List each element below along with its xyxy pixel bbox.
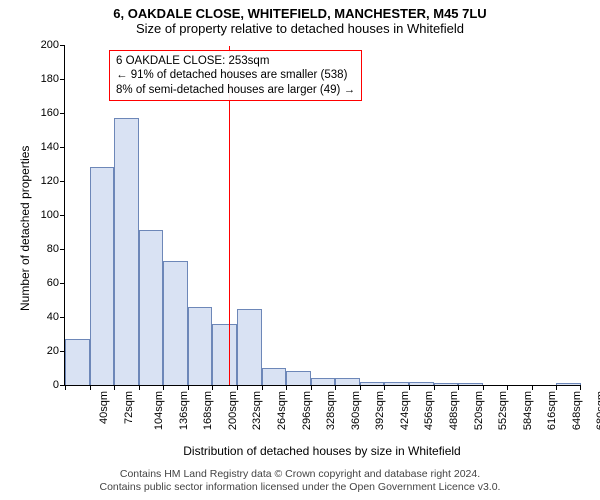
histogram-bar xyxy=(434,383,459,385)
ytick-label: 120 xyxy=(41,175,65,187)
histogram-bar xyxy=(335,378,360,385)
histogram-bar xyxy=(237,309,262,386)
ytick-label: 60 xyxy=(47,277,65,289)
xtick-label: 296sqm xyxy=(301,385,313,430)
annotation-line: 8% of semi-detached houses are larger (4… xyxy=(116,83,355,97)
histogram-bar xyxy=(114,118,139,385)
xtick-label: 200sqm xyxy=(227,385,239,430)
xtick-mark xyxy=(458,385,459,390)
xtick-label: 616sqm xyxy=(546,385,558,430)
xtick-label: 392sqm xyxy=(374,385,386,430)
xtick-mark xyxy=(483,385,484,390)
plot-region: 02040608010012014016018020040sqm72sqm104… xyxy=(64,46,580,386)
xtick-mark xyxy=(580,385,581,390)
xtick-label: 488sqm xyxy=(448,385,460,430)
histogram-bar xyxy=(262,368,287,385)
xtick-mark xyxy=(311,385,312,390)
xtick-label: 40sqm xyxy=(98,385,110,424)
annotation-line: 6 OAKDALE CLOSE: 253sqm xyxy=(116,54,355,68)
xtick-mark xyxy=(262,385,263,390)
xtick-mark xyxy=(65,385,66,390)
xtick-label: 72sqm xyxy=(123,385,135,424)
footer-line-2: Contains public sector information licen… xyxy=(0,481,600,494)
xtick-label: 264sqm xyxy=(276,385,288,430)
ytick-label: 160 xyxy=(41,107,65,119)
ytick-label: 80 xyxy=(47,243,65,255)
xtick-label: 104sqm xyxy=(153,385,165,430)
histogram-bar xyxy=(409,382,434,385)
xtick-label: 648sqm xyxy=(571,385,583,430)
histogram-bar xyxy=(360,382,385,385)
annotation-line: ← 91% of detached houses are smaller (53… xyxy=(116,68,355,82)
xtick-label: 456sqm xyxy=(424,385,436,430)
xtick-label: 328sqm xyxy=(325,385,337,430)
x-axis-label: Distribution of detached houses by size … xyxy=(64,444,580,458)
ytick-label: 40 xyxy=(47,311,65,323)
xtick-label: 424sqm xyxy=(399,385,411,430)
chart-area: 0 20 40 60 80 100 120 140 160 180 200 40sqm 72sqm 104… xyxy=(0,0,600,500)
ytick-label: 140 xyxy=(41,141,65,153)
xtick-mark xyxy=(556,385,557,390)
histogram-bar xyxy=(163,261,188,385)
annotation-box: 6 OAKDALE CLOSE: 253sqm← 91% of detached… xyxy=(109,50,362,101)
xtick-mark xyxy=(532,385,533,390)
histogram-bar xyxy=(458,383,483,385)
xtick-label: 232sqm xyxy=(252,385,264,430)
xtick-mark xyxy=(335,385,336,390)
footer-line-1: Contains HM Land Registry data © Crown c… xyxy=(0,468,600,481)
histogram-bar xyxy=(188,307,213,385)
xtick-label: 584sqm xyxy=(522,385,534,430)
xtick-label: 136sqm xyxy=(178,385,190,430)
histogram-bar xyxy=(556,383,581,385)
ytick-label: 200 xyxy=(41,39,65,51)
xtick-mark xyxy=(188,385,189,390)
xtick-mark xyxy=(139,385,140,390)
xtick-label: 520sqm xyxy=(473,385,485,430)
xtick-mark xyxy=(409,385,410,390)
xtick-mark xyxy=(507,385,508,390)
xtick-mark xyxy=(286,385,287,390)
ytick-label: 180 xyxy=(41,73,65,85)
xtick-label: 680sqm xyxy=(596,385,600,430)
histogram-bar xyxy=(90,167,115,385)
xtick-mark xyxy=(434,385,435,390)
xtick-mark xyxy=(114,385,115,390)
xtick-mark xyxy=(90,385,91,390)
histogram-bar xyxy=(65,339,90,385)
histogram-bar xyxy=(384,382,409,385)
xtick-label: 552sqm xyxy=(497,385,509,430)
xtick-mark xyxy=(384,385,385,390)
histogram-bar xyxy=(311,378,336,385)
histogram-bar xyxy=(212,324,237,385)
y-axis-label: Number of detached properties xyxy=(18,146,32,311)
xtick-mark xyxy=(212,385,213,390)
footer-attribution: Contains HM Land Registry data © Crown c… xyxy=(0,468,600,494)
xtick-label: 360sqm xyxy=(350,385,362,430)
xtick-mark xyxy=(360,385,361,390)
xtick-label: 168sqm xyxy=(202,385,214,430)
xtick-mark xyxy=(163,385,164,390)
ytick-label: 0 xyxy=(53,379,65,391)
ytick-label: 100 xyxy=(41,209,65,221)
histogram-bar xyxy=(139,230,164,385)
histogram-bar xyxy=(286,371,311,385)
xtick-mark xyxy=(237,385,238,390)
ytick-label: 20 xyxy=(47,345,65,357)
